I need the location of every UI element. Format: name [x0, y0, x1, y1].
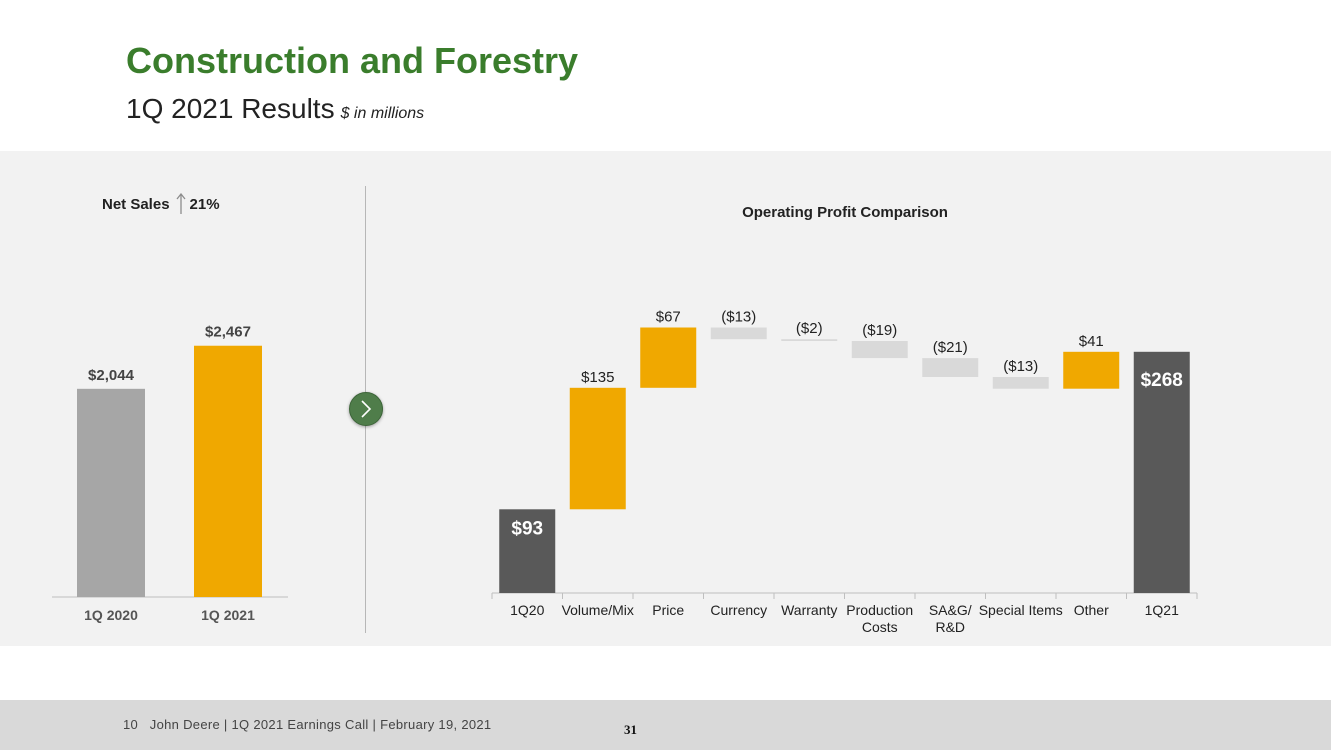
subtitle-text: 1Q 2021 Results	[126, 93, 335, 124]
chart-panel	[0, 151, 1331, 646]
up-arrow-icon	[176, 192, 186, 219]
footer-text: 10 John Deere | 1Q 2021 Earnings Call | …	[123, 717, 492, 732]
units-note: $ in millions	[340, 105, 425, 122]
footer-bar	[0, 700, 1331, 750]
next-slide-button[interactable]	[349, 392, 383, 426]
slide-subtitle: 1Q 2021 Results $ in millions	[126, 93, 424, 125]
net-sales-header: Net Sales 21%	[102, 192, 220, 219]
operating-profit-title: Operating Profit Comparison	[742, 204, 948, 221]
net-sales-label: Net Sales	[102, 196, 170, 213]
slide-title: Construction and Forestry	[126, 40, 579, 81]
page-number: 31	[624, 722, 637, 737]
net-sales-change: 21%	[189, 196, 220, 213]
chevron-right-icon	[359, 399, 373, 419]
